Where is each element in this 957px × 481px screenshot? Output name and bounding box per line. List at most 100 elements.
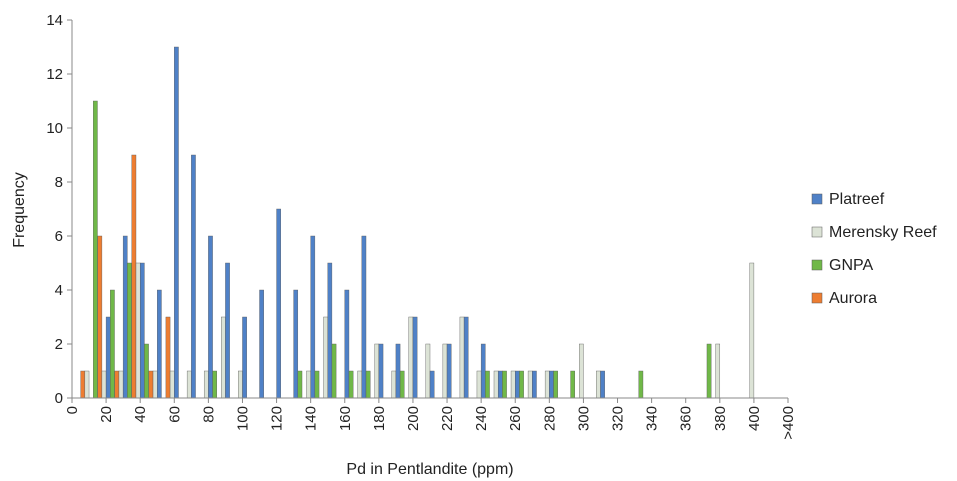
bar-gnpa <box>314 370 320 399</box>
x-tick-label: 20 <box>98 406 115 423</box>
bar-platreef <box>515 370 520 399</box>
bar-platreef <box>122 235 128 399</box>
bar-merensky-reef <box>425 343 431 399</box>
bar-gnpa <box>365 370 371 399</box>
x-tick-label: 80 <box>200 406 217 423</box>
x-tick-label: 120 <box>269 406 286 431</box>
bar-merensky-reef <box>118 370 124 399</box>
bar-gnpa <box>127 262 132 399</box>
bar-platreef <box>139 262 145 399</box>
y-tick-label: 14 <box>46 12 63 29</box>
x-tick-label: >400 <box>780 406 797 440</box>
legend-label: Platreef <box>829 191 885 208</box>
bar-platreef <box>242 316 247 399</box>
bar-aurora <box>80 370 86 399</box>
x-tick-label: 400 <box>746 406 763 431</box>
bar-gnpa <box>297 370 303 399</box>
bar-merensky-reef <box>203 370 209 399</box>
bar-platreef <box>549 370 554 399</box>
bar-gnpa <box>502 370 507 399</box>
bar-platreef <box>208 235 213 399</box>
bar-merensky-reef <box>101 370 107 399</box>
bar-aurora <box>114 370 120 399</box>
legend-swatch <box>811 259 823 271</box>
y-tick-label: 10 <box>46 120 63 137</box>
x-tick-label: 160 <box>337 406 354 431</box>
bar-aurora <box>131 154 137 399</box>
x-tick-label: 380 <box>712 406 729 431</box>
x-axis-ticks: 0 20 40 60 80 100 120 140 160 180 200 220 240 260 280 3… <box>64 398 797 440</box>
bar-platreef <box>310 235 316 399</box>
y-tick-label: 8 <box>55 174 63 191</box>
bar-platreef <box>191 154 196 399</box>
legend-swatch <box>811 226 823 238</box>
bar-merensky-reef <box>374 343 380 399</box>
bar-platreef <box>429 370 435 399</box>
bar-merensky-reef <box>186 370 192 399</box>
x-tick-label: 0 <box>64 406 81 414</box>
y-tick-label: 2 <box>55 336 63 353</box>
bar-merensky-reef <box>527 370 533 399</box>
bar-merensky-reef <box>544 370 550 399</box>
bar-platreef <box>497 370 503 399</box>
chart-legend: Platreef Merensky Reef GNPA Aurora <box>811 191 937 307</box>
bar-platreef <box>174 46 179 399</box>
x-tick-label: 200 <box>405 406 422 431</box>
bar-merensky-reef <box>169 370 175 399</box>
bar-gnpa <box>399 370 405 399</box>
y-tick-label: 12 <box>46 66 63 83</box>
bar-merensky-reef <box>715 343 721 399</box>
bar-merensky-reef <box>476 370 482 399</box>
bar-platreef <box>259 289 264 399</box>
bar-platreef <box>327 262 333 399</box>
bar-gnpa <box>212 370 217 399</box>
bar-merensky-reef <box>459 316 465 399</box>
bar-platreef <box>225 262 230 399</box>
x-tick-label: 220 <box>439 406 456 431</box>
bar-platreef <box>293 289 299 399</box>
x-tick-label: 100 <box>234 406 251 431</box>
bar-platreef <box>395 343 401 399</box>
bar-platreef <box>157 289 162 399</box>
bar-gnpa <box>706 343 712 399</box>
legend-label: Merensky Reef <box>829 224 937 241</box>
x-axis-title: Pd in Pentlandite (ppm) <box>346 461 513 478</box>
bar-merensky-reef <box>749 262 755 399</box>
bar-gnpa <box>570 370 575 399</box>
bar-gnpa <box>485 370 490 399</box>
bar-aurora <box>165 316 171 399</box>
bar-platreef <box>600 370 605 399</box>
bar-platreef <box>361 235 367 399</box>
y-tick-label: 4 <box>55 282 63 299</box>
x-tick-label: 300 <box>575 406 592 431</box>
y-axis-title: Frequency <box>11 172 28 248</box>
bar-aurora <box>97 235 103 399</box>
bar-merensky-reef <box>596 370 601 399</box>
bar-merensky-reef <box>357 370 363 399</box>
bar-merensky-reef <box>238 370 243 399</box>
bar-merensky-reef <box>221 316 226 399</box>
x-tick-label: 340 <box>644 406 661 431</box>
bar-merensky-reef <box>323 316 328 399</box>
bar-platreef <box>480 343 486 399</box>
x-tick-label: 180 <box>371 406 388 431</box>
legend-swatch <box>811 292 823 304</box>
bar-merensky-reef <box>442 343 448 399</box>
bar-platreef <box>378 343 384 399</box>
x-tick-label: 280 <box>541 406 558 431</box>
bar-gnpa <box>519 370 524 399</box>
bar-merensky-reef <box>510 370 516 399</box>
x-tick-label: 60 <box>166 406 183 423</box>
bar-platreef <box>344 289 350 399</box>
x-tick-label: 360 <box>678 406 695 431</box>
bar-merensky-reef <box>306 370 311 399</box>
legend-swatch <box>811 193 823 205</box>
legend-label: Aurora <box>829 290 877 307</box>
bar-platreef <box>276 208 281 399</box>
bar-merensky-reef <box>152 370 158 399</box>
bar-merensky-reef <box>391 370 397 399</box>
x-tick-label: 320 <box>610 406 627 431</box>
bar-merensky-reef <box>493 370 499 399</box>
x-tick-label: 140 <box>303 406 320 431</box>
